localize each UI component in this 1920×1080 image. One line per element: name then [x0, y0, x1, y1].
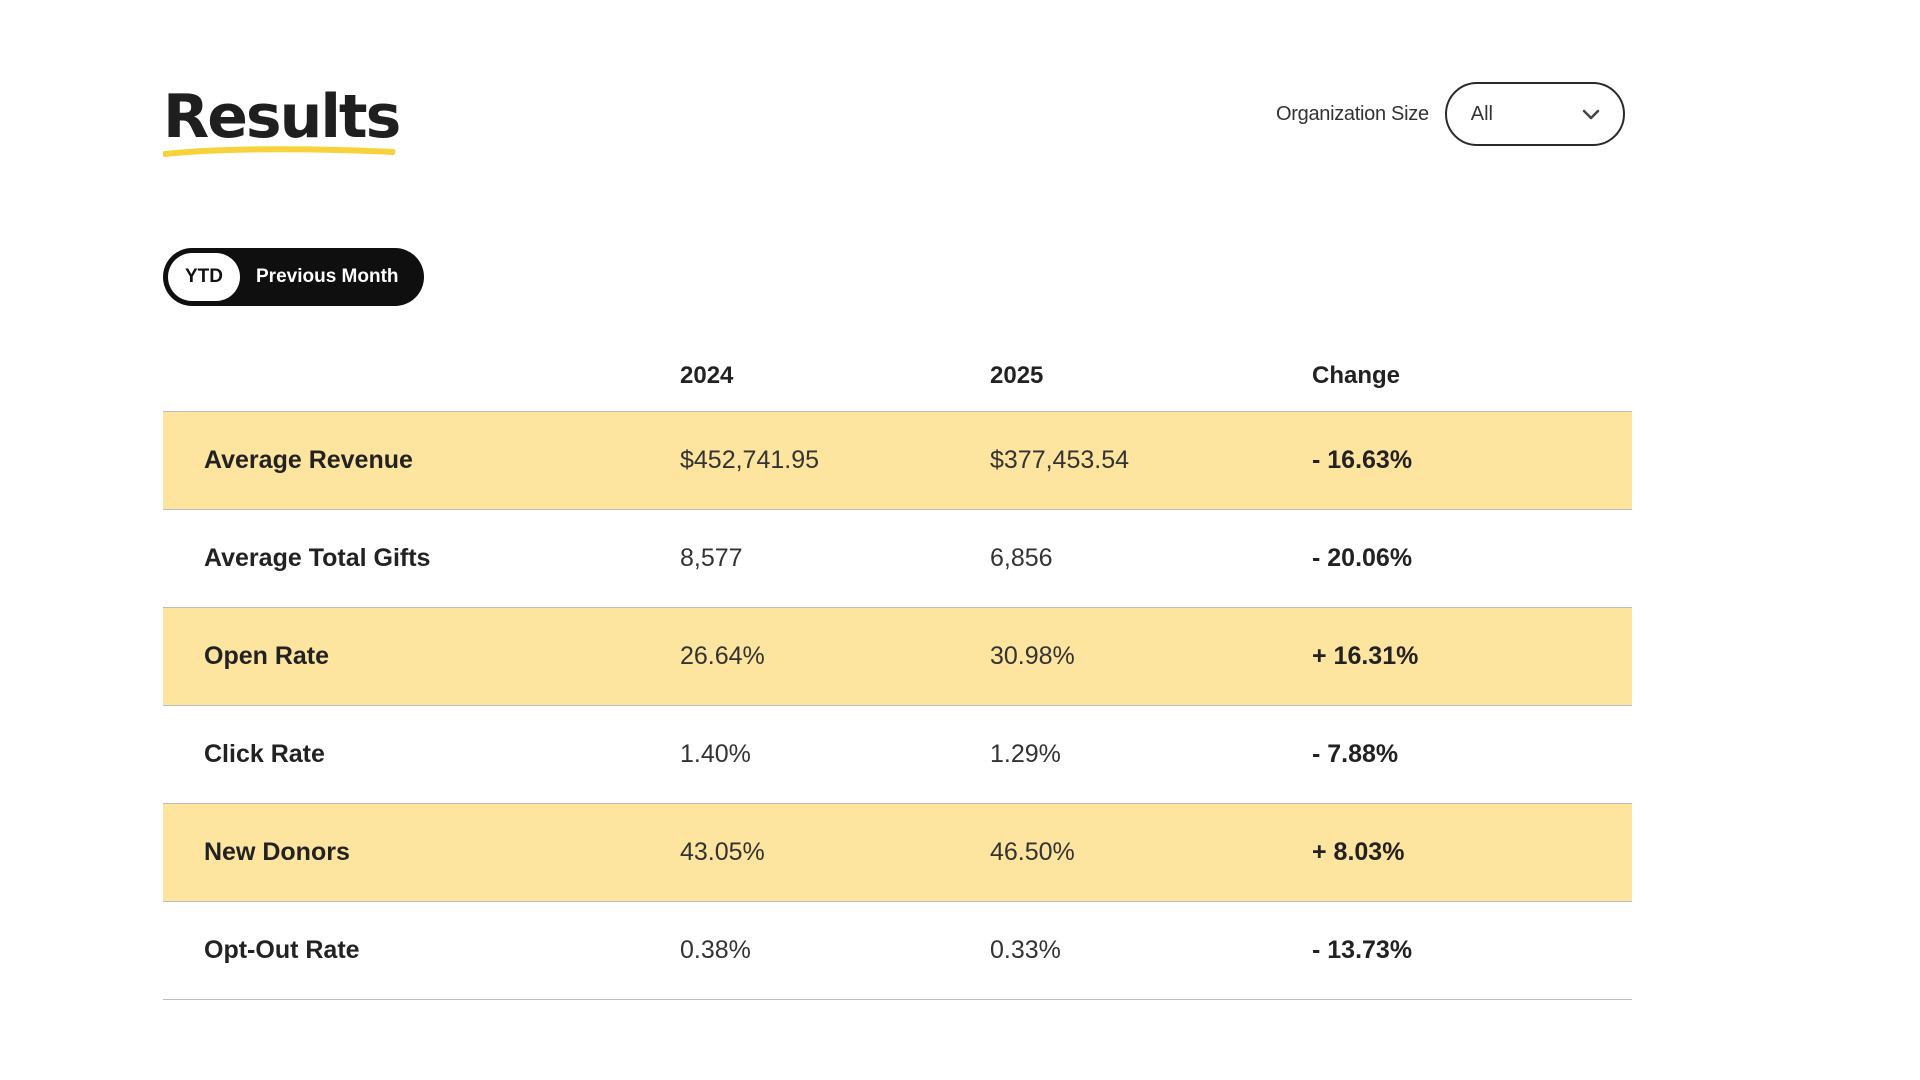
metric-label: Opt-Out Rate	[204, 936, 360, 964]
value-2024: 26.64%	[680, 642, 765, 670]
value-2025: 30.98%	[990, 642, 1075, 670]
page-title: Results	[163, 82, 401, 152]
title-block: Results	[163, 78, 403, 158]
value-2025: 46.50%	[990, 838, 1075, 866]
filter-label: Organization Size	[1276, 102, 1429, 125]
metric-label: New Donors	[204, 838, 350, 866]
header-2024: 2024	[680, 361, 734, 389]
period-toggle: YTD Previous Month	[163, 248, 424, 306]
change-value: + 16.31%	[1312, 642, 1419, 670]
value-2025: 1.29%	[990, 740, 1061, 768]
header-change: Change	[1312, 361, 1401, 389]
value-2024: 43.05%	[680, 838, 765, 866]
select-value: All	[1470, 102, 1493, 125]
value-2024: $452,741.95	[680, 446, 820, 474]
table-row: Opt-Out Rate 0.38% 0.33% - 13.73%	[163, 902, 1632, 1000]
table-row: Click Rate 1.40% 1.29% - 7.88%	[163, 706, 1632, 804]
metric-label: Average Revenue	[204, 446, 413, 474]
toggle-previous-month[interactable]: Previous Month	[256, 266, 399, 287]
change-value: - 20.06%	[1312, 544, 1413, 572]
metric-label: Average Total Gifts	[204, 544, 431, 572]
metric-label: Click Rate	[204, 740, 325, 768]
header-2025: 2025	[990, 361, 1044, 389]
change-value: - 16.63%	[1312, 446, 1413, 474]
organization-size-filter: Organization Size All	[1276, 80, 1625, 148]
table-row: New Donors 43.05% 46.50% + 8.03%	[163, 804, 1632, 902]
table-row: Open Rate 26.64% 30.98% + 16.31%	[163, 608, 1632, 706]
value-2025: 0.33%	[990, 936, 1061, 964]
value-2025: $377,453.54	[990, 446, 1130, 474]
toggle-ytd[interactable]: YTD	[168, 253, 240, 301]
value-2024: 1.40%	[680, 740, 751, 768]
change-value: + 8.03%	[1312, 838, 1405, 866]
change-value: - 13.73%	[1312, 936, 1413, 964]
table-header: 2024 2025 Change	[163, 340, 1632, 412]
table-row: Average Total Gifts 8,577 6,856 - 20.06%	[163, 510, 1632, 608]
title-underline	[163, 146, 395, 157]
change-value: - 7.88%	[1312, 740, 1399, 768]
metric-label: Open Rate	[204, 642, 330, 670]
value-2024: 8,577	[680, 544, 743, 572]
chevron-down-icon	[1582, 109, 1600, 120]
table-row: Average Revenue $452,741.95 $377,453.54 …	[163, 412, 1632, 510]
organization-size-select[interactable]: All	[1444, 82, 1625, 146]
value-2025: 6,856	[990, 544, 1053, 572]
value-2024: 0.38%	[680, 936, 751, 964]
results-table: 2024 2025 Change Average Revenue $452,74…	[163, 340, 1632, 1000]
